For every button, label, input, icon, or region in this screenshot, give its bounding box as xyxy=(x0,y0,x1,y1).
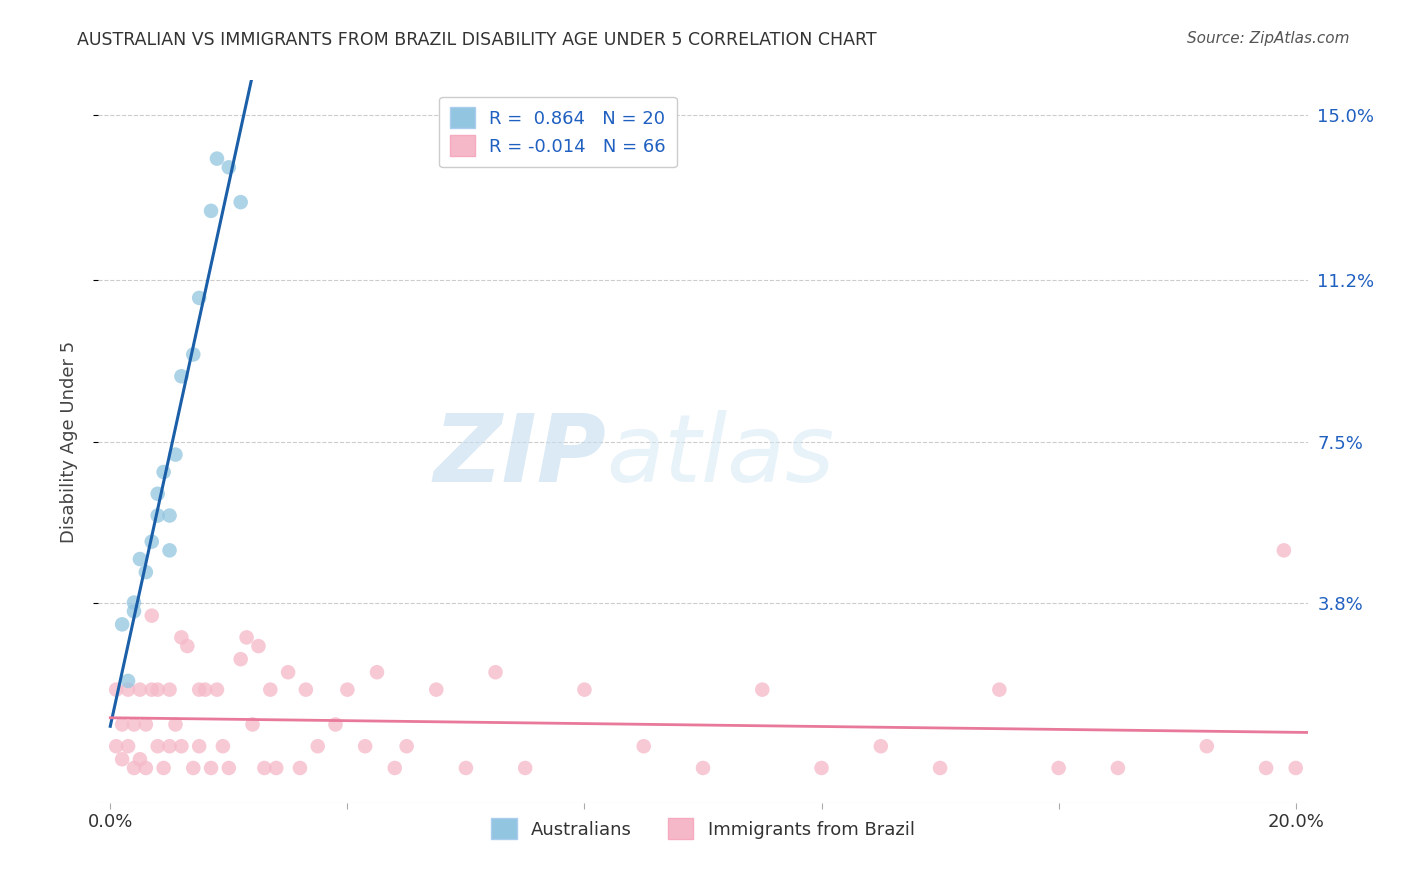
Point xyxy=(242,717,264,731)
Point xyxy=(111,617,134,632)
Point xyxy=(122,761,145,775)
Point xyxy=(159,508,181,523)
Point xyxy=(264,761,287,775)
Point xyxy=(288,761,311,775)
Point xyxy=(129,552,152,566)
Point xyxy=(253,761,276,775)
Point xyxy=(141,534,163,549)
Point xyxy=(146,487,169,501)
Point xyxy=(122,717,145,731)
Y-axis label: Disability Age Under 5: Disability Age Under 5 xyxy=(59,341,77,542)
Point xyxy=(129,682,152,697)
Point xyxy=(135,761,157,775)
Point xyxy=(159,543,181,558)
Point xyxy=(141,682,163,697)
Point xyxy=(515,761,537,775)
Point xyxy=(869,739,891,754)
Text: atlas: atlas xyxy=(606,410,835,501)
Legend: Australians, Immigrants from Brazil: Australians, Immigrants from Brazil xyxy=(482,809,924,848)
Text: ZIP: ZIP xyxy=(433,410,606,502)
Point xyxy=(1047,761,1070,775)
Point xyxy=(395,739,418,754)
Point xyxy=(366,665,388,680)
Point xyxy=(111,752,134,766)
Point xyxy=(200,761,222,775)
Point xyxy=(188,739,211,754)
Text: Source: ZipAtlas.com: Source: ZipAtlas.com xyxy=(1187,31,1350,46)
Point xyxy=(810,761,832,775)
Point xyxy=(152,761,174,775)
Point xyxy=(146,508,169,523)
Point xyxy=(229,652,252,666)
Point xyxy=(1195,739,1218,754)
Point xyxy=(117,682,139,697)
Point xyxy=(105,682,128,697)
Point xyxy=(152,465,174,479)
Point xyxy=(384,761,406,775)
Point xyxy=(135,565,157,579)
Point xyxy=(325,717,347,731)
Point xyxy=(307,739,329,754)
Point xyxy=(122,596,145,610)
Point xyxy=(170,369,193,384)
Point xyxy=(295,682,318,697)
Point xyxy=(170,631,193,645)
Point xyxy=(988,682,1011,697)
Point xyxy=(929,761,952,775)
Point xyxy=(122,604,145,618)
Point xyxy=(170,739,193,754)
Point xyxy=(229,195,252,210)
Point xyxy=(181,761,204,775)
Point xyxy=(205,152,228,166)
Point xyxy=(146,739,169,754)
Point xyxy=(159,682,181,697)
Point xyxy=(692,761,714,775)
Point xyxy=(454,761,477,775)
Point xyxy=(105,739,128,754)
Point xyxy=(165,717,187,731)
Point xyxy=(176,639,198,653)
Point xyxy=(247,639,270,653)
Text: AUSTRALIAN VS IMMIGRANTS FROM BRAZIL DISABILITY AGE UNDER 5 CORRELATION CHART: AUSTRALIAN VS IMMIGRANTS FROM BRAZIL DIS… xyxy=(77,31,877,49)
Point xyxy=(1272,543,1295,558)
Point xyxy=(1285,761,1308,775)
Point xyxy=(188,682,211,697)
Point xyxy=(259,682,281,697)
Point xyxy=(194,682,217,697)
Point xyxy=(1254,761,1277,775)
Point xyxy=(159,739,181,754)
Point xyxy=(117,673,139,688)
Point xyxy=(425,682,447,697)
Point xyxy=(205,682,228,697)
Point xyxy=(574,682,596,697)
Point xyxy=(141,608,163,623)
Point xyxy=(200,203,222,218)
Point xyxy=(1107,761,1129,775)
Point xyxy=(135,717,157,731)
Point xyxy=(751,682,773,697)
Point xyxy=(188,291,211,305)
Point xyxy=(181,347,204,361)
Point xyxy=(484,665,506,680)
Point xyxy=(354,739,377,754)
Point xyxy=(633,739,655,754)
Point xyxy=(336,682,359,697)
Point xyxy=(146,682,169,697)
Point xyxy=(235,631,257,645)
Point xyxy=(212,739,235,754)
Point xyxy=(277,665,299,680)
Point xyxy=(218,161,240,175)
Point xyxy=(111,717,134,731)
Point xyxy=(129,752,152,766)
Point xyxy=(117,739,139,754)
Point xyxy=(218,761,240,775)
Point xyxy=(165,448,187,462)
